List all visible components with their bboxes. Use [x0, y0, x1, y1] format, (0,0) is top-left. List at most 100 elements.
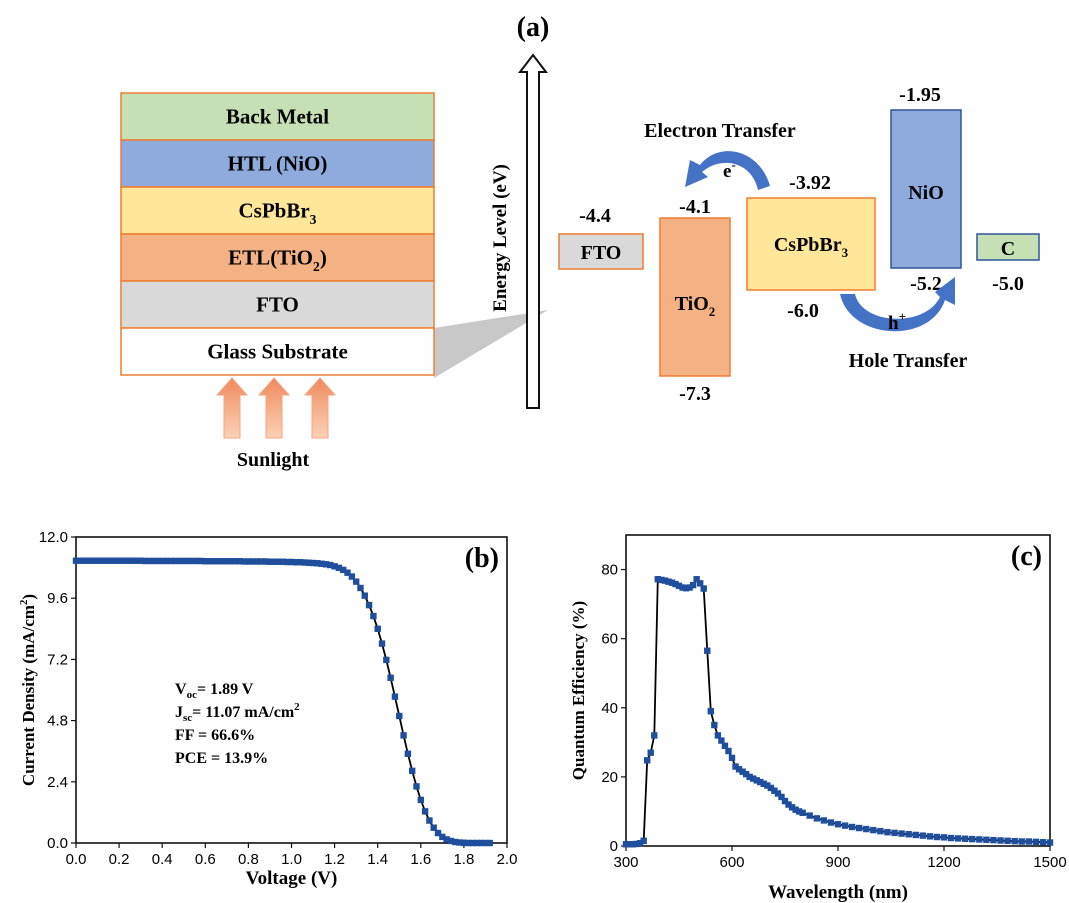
data-point — [477, 839, 485, 847]
data-point — [732, 763, 739, 770]
data-point — [176, 557, 183, 565]
y-tick-label: 60 — [601, 631, 618, 648]
data-point — [279, 558, 287, 565]
data-point — [774, 790, 782, 797]
data-point — [240, 558, 248, 565]
electron-transfer-arrow — [685, 151, 770, 190]
x-tick-label: 0.6 — [195, 851, 216, 868]
hole-symbol: h+ — [888, 309, 906, 334]
data-point — [912, 831, 919, 839]
data-point — [219, 558, 226, 565]
data-point — [877, 827, 884, 835]
band-tio2-bottom-level: -7.3 — [679, 383, 711, 405]
data-point — [236, 558, 243, 565]
data-point — [767, 784, 775, 792]
data-point — [378, 640, 386, 647]
data-point — [629, 841, 637, 848]
y-tick-label: 12.0 — [39, 529, 68, 546]
data-point — [163, 557, 170, 565]
data-point — [1025, 838, 1032, 845]
band-cspbbr3 — [746, 197, 876, 291]
data-point — [128, 557, 136, 564]
data-point — [344, 569, 351, 576]
annotation: Voc= 1.89 V — [175, 681, 254, 701]
data-point — [413, 783, 420, 790]
data-point — [482, 839, 489, 847]
data-point — [689, 581, 697, 589]
data-point — [102, 557, 110, 564]
data-point — [682, 585, 690, 592]
data-point — [456, 839, 463, 846]
stack-layer-cspbbr3 — [120, 186, 435, 235]
data-point — [771, 787, 778, 794]
data-point — [651, 732, 658, 739]
x-tick-label: 0.0 — [66, 851, 87, 868]
series-line — [76, 559, 490, 844]
data-point — [841, 822, 849, 829]
y-tick-label: 4.8 — [47, 713, 68, 730]
data-point — [622, 841, 630, 848]
data-point — [408, 767, 416, 775]
data-point — [686, 584, 693, 591]
data-point — [785, 801, 792, 808]
data-point — [693, 576, 700, 583]
data-point — [473, 839, 481, 847]
energy-axis-arrow — [517, 53, 549, 409]
data-point — [1039, 838, 1047, 846]
data-point — [760, 780, 767, 787]
data-point — [626, 841, 633, 848]
data-point — [1004, 837, 1011, 845]
data-point — [387, 674, 394, 681]
data-point — [757, 778, 764, 786]
data-point — [417, 796, 424, 804]
data-point — [469, 839, 476, 847]
x-tick-label: 1200 — [927, 854, 960, 871]
data-point — [697, 580, 704, 587]
band-nio-label: NiO — [908, 182, 944, 204]
band-nio-bottom-level: -5.2 — [910, 273, 942, 295]
energy-bands: FTO -4.4 TiO2 -4.1 -7.3 CsPbBr3 -3.92 -6.0 NiO -1… — [558, 84, 1040, 405]
data-point — [827, 819, 835, 826]
x-tick-label: 600 — [719, 854, 744, 871]
y-tick-label: 7.2 — [47, 651, 68, 668]
data-point — [661, 577, 669, 584]
data-point — [665, 578, 672, 585]
fto-projection-shadow — [434, 310, 548, 378]
stack-layer-htl — [120, 139, 435, 188]
data-point — [309, 559, 317, 567]
annotation: Jsc= 11.07 mA/cm2 — [175, 701, 300, 724]
data-point — [460, 839, 468, 846]
data-point — [806, 812, 813, 819]
band-tio2-top-level: -4.1 — [679, 196, 711, 218]
data-point — [721, 742, 729, 749]
data-point — [288, 558, 295, 566]
data-point — [124, 557, 131, 564]
data-point — [954, 835, 962, 842]
data-point — [232, 558, 239, 565]
data-point — [150, 557, 157, 565]
data-point — [159, 557, 166, 565]
data-point — [146, 557, 153, 565]
y-tick-label: 0 — [610, 838, 618, 855]
band-cspbbr3-bottom-level: -6.0 — [787, 300, 819, 322]
y-tick-label: 40 — [601, 700, 618, 717]
hole-transfer-label: Hole Transfer — [849, 350, 968, 372]
data-point — [679, 584, 686, 591]
data-point — [245, 558, 252, 565]
chart-c-frame — [625, 534, 1051, 847]
data-point — [940, 834, 948, 841]
band-cspbbr3-label: CsPbBr3 — [774, 234, 849, 260]
sunlight-arrows — [215, 377, 337, 439]
data-point — [486, 839, 493, 847]
data-point — [636, 840, 644, 847]
data-point — [644, 757, 651, 764]
data-point — [711, 721, 718, 729]
data-point — [249, 558, 256, 565]
data-point — [898, 830, 905, 837]
panel-a-label: (a) — [517, 12, 550, 43]
data-point — [314, 560, 321, 567]
band-fto-top-level: -4.4 — [579, 205, 611, 227]
data-point — [167, 557, 175, 565]
band-c — [976, 233, 1040, 261]
data-point — [742, 770, 750, 778]
